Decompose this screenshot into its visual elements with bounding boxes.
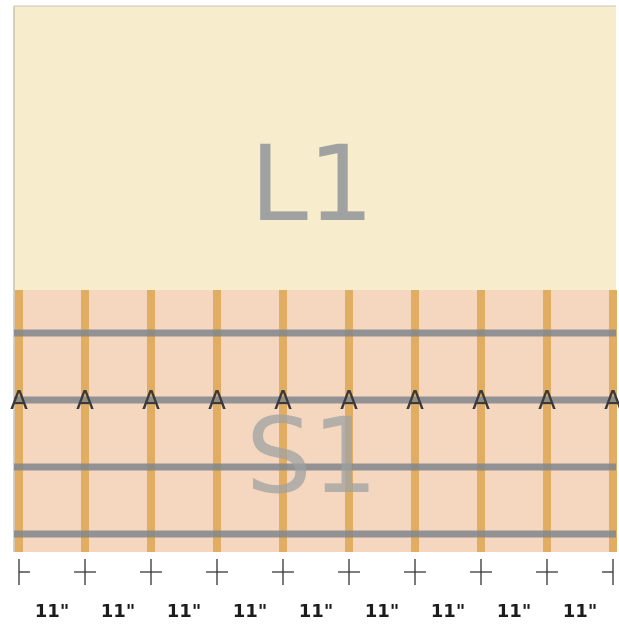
stud-5: [279, 290, 287, 552]
tick-2: [74, 559, 96, 585]
spacing-label-2: 11": [101, 601, 135, 622]
spacing-label-5: 11": [299, 601, 333, 622]
upper-zone: [14, 6, 616, 290]
tick-group: [18, 559, 614, 585]
stud-8: [477, 290, 485, 552]
stud-7: [411, 290, 419, 552]
stud-4: [213, 290, 221, 552]
stud-marker-2: A: [76, 386, 94, 416]
tick-4: [206, 559, 228, 585]
tick-5: [272, 559, 294, 585]
tick-1: [18, 559, 30, 585]
spacing-label-3: 11": [167, 601, 201, 622]
stud-marker-6: A: [340, 386, 358, 416]
tick-9: [536, 559, 558, 585]
stud-marker-8: A: [472, 386, 490, 416]
stud-marker-9: A: [538, 386, 556, 416]
tick-7: [404, 559, 426, 585]
stud-marker-4: A: [208, 386, 226, 416]
stud-9: [543, 290, 551, 552]
band-3: [14, 463, 616, 471]
stud-2: [81, 290, 89, 552]
band-1: [14, 329, 616, 337]
stud-group: [15, 290, 617, 552]
stud-marker-7: A: [406, 386, 424, 416]
stud-3: [147, 290, 155, 552]
spacing-label-8: 11": [497, 601, 531, 622]
stud-marker-1: A: [10, 386, 28, 416]
stud-marker-3: A: [142, 386, 160, 416]
band-4: [14, 530, 616, 538]
stud-marker-10: A: [604, 386, 619, 416]
stud-1: [15, 290, 23, 552]
tick-3: [140, 559, 162, 585]
stud-6: [345, 290, 353, 552]
spacing-label-group: 11" 11" 11" 11" 11" 11" 11" 11" 11": [35, 601, 597, 622]
upper-zone-label: L1: [250, 123, 374, 245]
lower-zone-label: S1: [246, 395, 378, 517]
tick-6: [338, 559, 360, 585]
band-2: [14, 396, 616, 404]
spacing-label-9: 11": [563, 601, 597, 622]
spacing-label-6: 11": [365, 601, 399, 622]
tick-8: [470, 559, 492, 585]
spacing-label-4: 11": [233, 601, 267, 622]
spacing-label-7: 11": [431, 601, 465, 622]
stud-10: [609, 290, 617, 552]
band-group: [14, 329, 616, 538]
stud-marker-5: A: [274, 386, 292, 416]
spacing-label-1: 11": [35, 601, 69, 622]
tick-10: [602, 559, 614, 585]
